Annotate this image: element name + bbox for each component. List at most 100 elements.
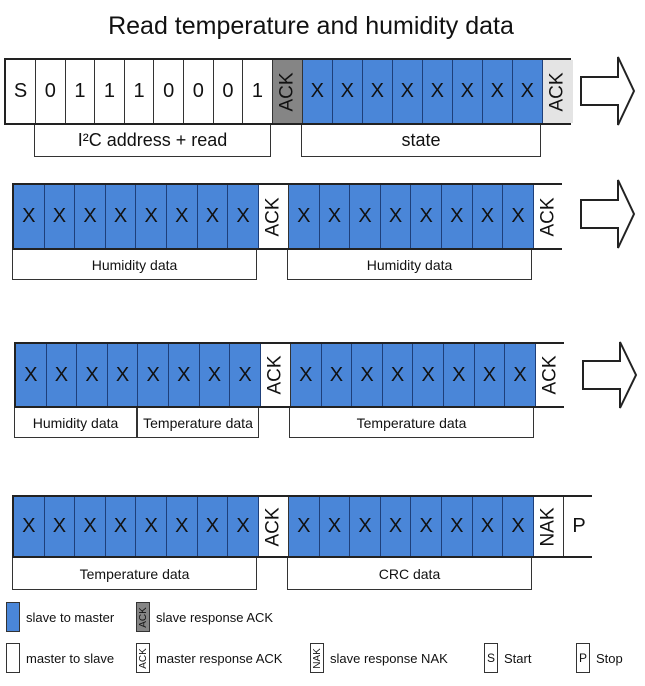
cell-text: X bbox=[52, 515, 67, 537]
cell-text: X bbox=[400, 80, 414, 102]
cell-text: ACK bbox=[540, 355, 562, 395]
legend-label: slave response NAK bbox=[330, 650, 448, 666]
field-label: Temperature data bbox=[12, 558, 257, 590]
bit-cell: X bbox=[169, 344, 200, 406]
legend-swatch: ACK bbox=[136, 643, 150, 673]
bit-cell: X bbox=[444, 344, 475, 406]
field-label: Temperature data bbox=[137, 408, 259, 438]
cell-text: X bbox=[327, 515, 342, 537]
cell-text: 1 bbox=[103, 80, 116, 102]
frame-row-3: X X X X X X X X ACK X X X X X X X X ACK bbox=[14, 342, 566, 408]
bit-cell: X bbox=[138, 344, 169, 406]
cell-text: X bbox=[360, 363, 374, 386]
frame-row-1: S 0 1 1 1 0 0 0 1 ACK X X X X X X X X ACK bbox=[4, 58, 573, 125]
cell-text: X bbox=[22, 515, 36, 537]
bit-cell: X bbox=[44, 497, 76, 556]
legend-label: master to slave bbox=[26, 650, 115, 666]
cell-text: X bbox=[144, 205, 158, 227]
cell-text: X bbox=[54, 363, 69, 386]
cell-text: X bbox=[22, 205, 36, 227]
cell-text: X bbox=[24, 363, 38, 386]
frame-row-4: X X X X X X X X ACK X X X X X X X X NAK P bbox=[12, 495, 594, 558]
bit-cell: X bbox=[442, 185, 473, 248]
cell-text: ACK bbox=[264, 355, 286, 395]
bit-cell: 0 bbox=[184, 60, 214, 123]
continue-arrow-icon bbox=[580, 56, 636, 126]
bit-cell: X bbox=[136, 185, 167, 248]
cell-text: X bbox=[390, 363, 405, 386]
bit-cell: 1 bbox=[95, 60, 125, 123]
legend-swatch-text: ACK bbox=[137, 606, 149, 628]
ack-cell: ACK bbox=[259, 185, 289, 248]
bit-cell: X bbox=[503, 497, 534, 556]
stop-cell: P bbox=[564, 497, 594, 556]
legend-label: Start bbox=[504, 650, 532, 666]
cell-text: X bbox=[144, 515, 158, 537]
bit-cell: X bbox=[302, 60, 333, 123]
bit-cell: X bbox=[442, 497, 473, 556]
legend-item: master to slave bbox=[6, 643, 114, 673]
bit-cell: X bbox=[512, 60, 543, 123]
bit-cell: X bbox=[332, 60, 363, 123]
legend-swatch bbox=[6, 602, 20, 632]
cell-text: X bbox=[421, 363, 435, 386]
bit-cell: X bbox=[167, 185, 198, 248]
bit-cell: X bbox=[319, 185, 351, 248]
legend-item: P Stop bbox=[576, 643, 623, 673]
cell-text: X bbox=[450, 515, 464, 537]
ack-cell: ACK bbox=[272, 60, 303, 123]
cell-text: X bbox=[175, 515, 189, 537]
bit-cell: X bbox=[105, 185, 137, 248]
cell-text: X bbox=[419, 205, 433, 227]
bit-cell: X bbox=[197, 497, 229, 556]
cell-text: X bbox=[52, 205, 67, 227]
cell-text: ACK bbox=[262, 506, 284, 547]
bit-cell: X bbox=[228, 185, 259, 248]
bit-cell: X bbox=[472, 185, 504, 248]
bit-cell: 1 bbox=[65, 60, 96, 123]
cell-text: X bbox=[205, 515, 220, 537]
bit-cell: X bbox=[380, 497, 412, 556]
cell-text: X bbox=[419, 515, 433, 537]
cell-text: X bbox=[83, 515, 97, 537]
cell-text: X bbox=[85, 363, 99, 386]
bit-cell: X bbox=[482, 60, 513, 123]
cell-text: X bbox=[83, 205, 97, 227]
cell-text: X bbox=[480, 205, 495, 227]
bit-cell: X bbox=[350, 185, 381, 248]
bit-cell: X bbox=[411, 185, 442, 248]
cell-text: X bbox=[327, 205, 342, 227]
legend-item: NAK slave response NAK bbox=[310, 643, 448, 673]
bit-cell: X bbox=[319, 497, 351, 556]
cell-text: X bbox=[460, 80, 474, 102]
cell-text: X bbox=[490, 80, 504, 102]
legend-swatch bbox=[6, 643, 20, 673]
cell-text: X bbox=[358, 515, 372, 537]
legend-swatch: NAK bbox=[310, 643, 324, 673]
frame-row-2: X X X X X X X X ACK X X X X X X X X ACK bbox=[12, 183, 564, 250]
bit-cell: X bbox=[321, 344, 353, 406]
legend-swatch-text: S bbox=[486, 651, 495, 665]
cell-text: X bbox=[113, 205, 128, 227]
legend-swatch: ACK bbox=[136, 602, 150, 632]
cell-text: X bbox=[340, 80, 354, 102]
cell-text: X bbox=[299, 363, 313, 386]
cell-text: X bbox=[113, 515, 128, 537]
bit-cell: X bbox=[77, 344, 108, 406]
legend-label: slave response ACK bbox=[156, 609, 274, 625]
field-label: Humidity data bbox=[287, 250, 532, 280]
bit-cell: X bbox=[105, 497, 137, 556]
bit-cell: X bbox=[503, 185, 534, 248]
bit-cell: X bbox=[199, 344, 231, 406]
diagram-title: Read temperature and humidity data bbox=[108, 12, 514, 40]
bit-cell: X bbox=[362, 60, 393, 123]
cell-text: X bbox=[236, 515, 250, 537]
legend-swatch: P bbox=[576, 643, 590, 673]
cell-text: ACK bbox=[262, 196, 284, 237]
cell-text: 1 bbox=[133, 80, 145, 102]
bit-cell: X bbox=[14, 497, 45, 556]
bit-cell: X bbox=[46, 344, 78, 406]
legend-item: S Start bbox=[484, 643, 531, 673]
legend-label: slave to master bbox=[26, 609, 115, 625]
